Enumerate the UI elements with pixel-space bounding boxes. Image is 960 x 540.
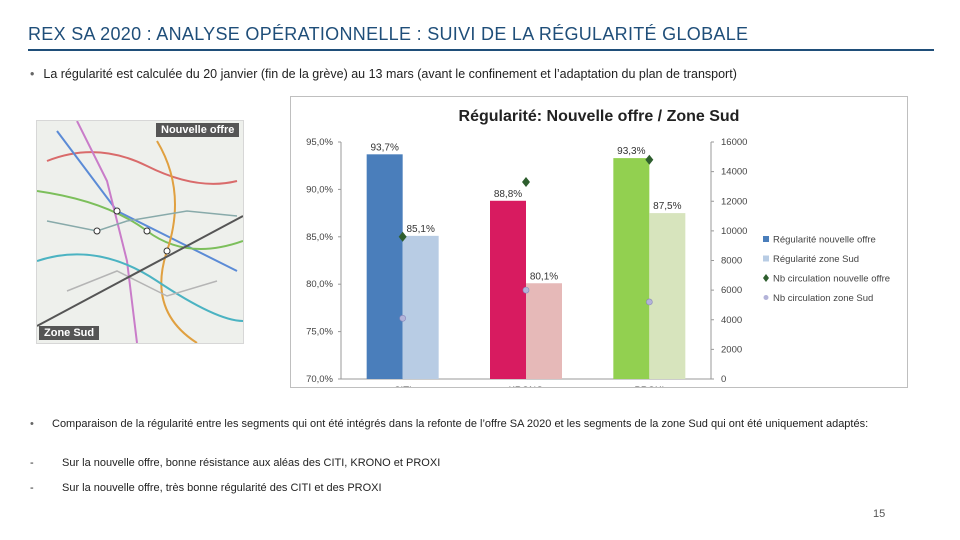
y-right-tick-label: 4000 <box>721 315 742 326</box>
page-number: 15 <box>873 508 886 520</box>
legend-label: Nb circulation zone Sud <box>773 293 873 304</box>
marker-nb-circulation-nouvelle-offre <box>398 231 407 242</box>
marker-nb-circulation-zone-sud <box>646 298 653 306</box>
legend-swatch <box>763 274 769 282</box>
network-map-drawing <box>37 121 243 343</box>
bar-label-zone-sud: 87,5% <box>653 201 681 212</box>
y-right-tick-label: 14000 <box>721 167 747 178</box>
network-map: Nouvelle offre Zone Sud <box>36 120 244 344</box>
map-label-new-offer: Nouvelle offre <box>156 123 240 137</box>
legend-label: Nb circulation nouvelle offre <box>773 274 890 285</box>
legend-swatch <box>763 255 769 262</box>
bar-nouvelle-offre <box>613 158 650 379</box>
marker-nb-circulation-zone-sud <box>399 314 406 322</box>
bar-zone-sud <box>402 235 439 379</box>
legend-swatch <box>763 295 769 300</box>
bullet-dot-icon: • <box>30 418 34 430</box>
y-right-tick-label: 0 <box>721 374 726 385</box>
x-tick-label: PROXI <box>635 385 665 387</box>
title-underline <box>28 49 934 51</box>
y-right-tick-label: 10000 <box>721 226 747 237</box>
regularity-chart: Régularité: Nouvelle offre / Zone Sud 70,… <box>290 96 908 396</box>
comparison-bullet-text: Comparaison de la régularité entre les s… <box>52 418 869 430</box>
bar-label-zone-sud: 85,1% <box>406 224 434 235</box>
legend-label: Régularité nouvelle offre <box>773 235 876 246</box>
intro-bullet: • La régularité est calculée du 20 janvie… <box>30 67 737 81</box>
dash-marker: - <box>30 482 34 494</box>
intro-bullet-text: La régularité est calculée du 20 janvier… <box>43 67 737 81</box>
slide-title: REX SA 2020 : ANALYSE OPÉRATIONNELLE : S… <box>28 24 749 44</box>
bar-nouvelle-offre <box>490 200 526 379</box>
finding-text: Sur la nouvelle offre, très bonne régula… <box>62 482 382 494</box>
y-left-tick-label: 90,0% <box>306 184 333 195</box>
y-left-tick-label: 75,0% <box>306 327 333 338</box>
y-right-tick-label: 6000 <box>721 285 742 296</box>
bar-label-nouvelle-offre: 93,3% <box>617 146 645 157</box>
marker-nb-circulation-nouvelle-offre <box>522 176 530 187</box>
finding-item: - Sur la nouvelle offre, bonne résistance… <box>30 457 440 469</box>
bar-label-zone-sud: 80,1% <box>530 271 558 282</box>
x-tick-label: CITI <box>394 385 412 387</box>
chart-title: Régularité: Nouvelle offre / Zone Sud <box>459 108 740 125</box>
bar-label-nouvelle-offre: 88,8% <box>494 189 522 200</box>
bar-zone-sud <box>649 213 686 379</box>
bar-label-nouvelle-offre: 93,7% <box>370 142 398 153</box>
y-left-tick-label: 70,0% <box>306 374 333 385</box>
finding-item: - Sur la nouvelle offre, très bonne régul… <box>30 482 382 494</box>
y-right-tick-label: 2000 <box>721 344 742 355</box>
legend-swatch <box>763 236 769 242</box>
marker-nb-circulation-zone-sud <box>522 286 530 294</box>
y-right-tick-label: 8000 <box>721 256 742 267</box>
bar-zone-sud <box>526 283 562 379</box>
chart-svg: Régularité: Nouvelle offre / Zone Sud 70,… <box>306 108 890 396</box>
x-tick-label: KRONO <box>509 385 544 387</box>
bar-nouvelle-offre <box>366 154 403 379</box>
legend-label: Régularité zone Sud <box>773 254 859 265</box>
map-label-south-zone: Zone Sud <box>39 326 100 340</box>
bullet-dot-icon: • <box>30 67 35 81</box>
y-left-tick-label: 95,0% <box>306 137 333 148</box>
comparison-bullet: • Comparaison de la régularité entre les… <box>30 417 930 431</box>
marker-nb-circulation-nouvelle-offre <box>645 154 654 165</box>
y-right-tick-label: 16000 <box>721 137 747 148</box>
y-left-tick-label: 80,0% <box>306 279 333 290</box>
dash-marker: - <box>30 457 34 469</box>
y-right-tick-label: 12000 <box>721 196 747 207</box>
finding-text: Sur la nouvelle offre, bonne résistance … <box>62 457 441 469</box>
y-left-tick-label: 85,0% <box>306 232 333 243</box>
